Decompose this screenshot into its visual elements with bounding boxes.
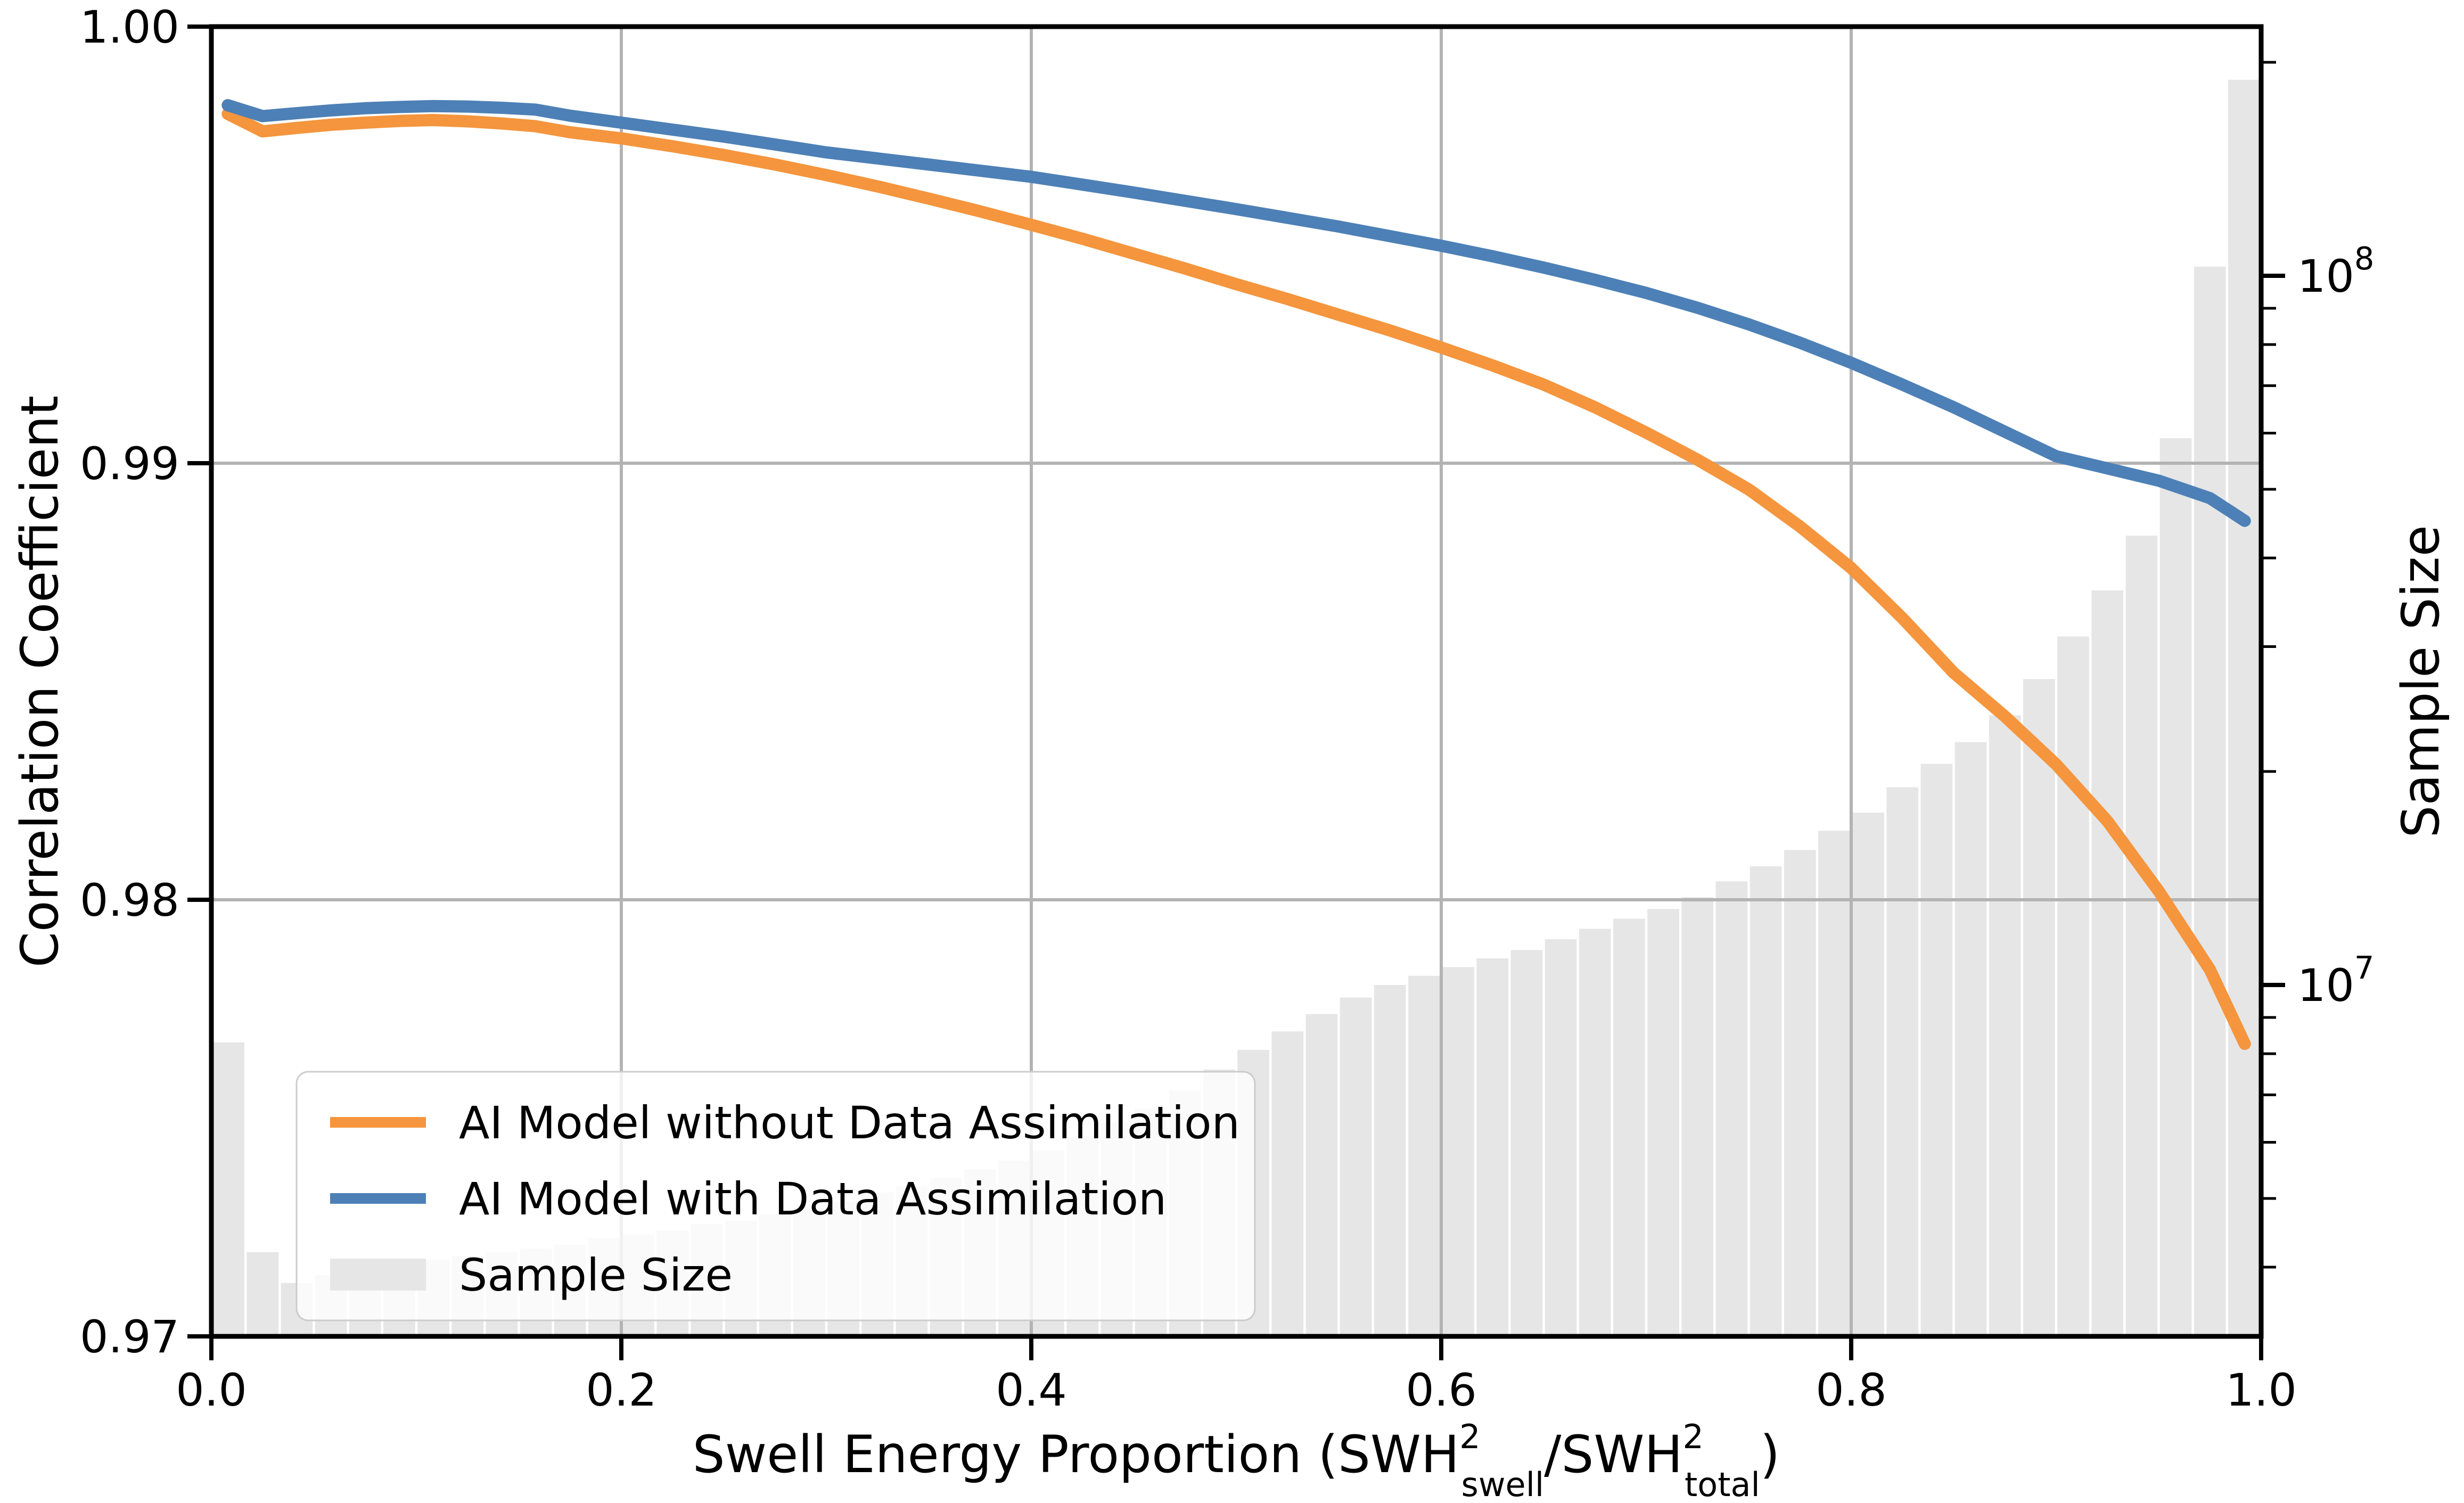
histogram-bar [1989,715,2021,1336]
legend-label: AI Model with Data Assimilation [459,1173,1167,1225]
histogram-bar [2194,266,2226,1336]
y-left-tick-label: 0.99 [80,438,179,490]
axis-titles-layer: Swell Energy Proportion (SWH2 swell/SWH2 t… [10,396,2451,1503]
axes-layer [187,24,2285,1360]
histogram-bar [1818,831,1850,1336]
legend-label: Sample Size [459,1249,733,1301]
y-right-tick-label: 107 [2297,949,2374,1012]
x-tick-label: 0.8 [1816,1364,1887,1416]
histogram-bar [1715,881,1748,1336]
histogram-bar [2125,536,2158,1337]
histogram-bar [1271,1031,1304,1336]
histogram-bar [2023,679,2055,1336]
x-tick-label: 0.2 [586,1364,657,1416]
histogram-bars-layer [212,79,2260,1337]
histogram-bar [2228,79,2260,1336]
histogram-bar [1920,763,1953,1336]
histogram-bar [1510,950,1543,1336]
legend-label: AI Model without Data Assimilation [459,1097,1240,1149]
legend-swatch-patch [330,1259,426,1291]
tick-labels-layer: 0.0 0.2 0.4 0.6 0.8 1.0 0.97 0.98 0.99 1.00 108 107 [80,1,2374,1416]
histogram-bar [1647,909,1679,1336]
y-left-tick-label: 1.00 [80,1,179,53]
series-line-without-da [221,108,2251,1050]
x-tick-label: 0.4 [996,1364,1067,1416]
histogram-bar [1305,1014,1338,1336]
histogram-bar [1374,985,1406,1336]
histogram-bar [1886,787,1919,1336]
histogram-bar [212,1042,244,1336]
histogram-bar [1545,939,1577,1336]
histogram-bar [1613,918,1645,1336]
plot-border [209,24,2264,1339]
y-right-tick-label: 108 [2297,240,2374,302]
series-line-with-da [221,99,2251,527]
histogram-bar [1579,929,1611,1336]
histogram-bar [1784,850,1816,1336]
y-axis-left-title: Correlation Coefficient [10,396,70,968]
histogram-bar [2159,438,2192,1337]
histogram-bar [247,1252,279,1336]
histogram-bar [1476,958,1509,1336]
y-left-tick-label: 0.98 [80,874,179,926]
histogram-bar [1681,897,1714,1336]
histogram-bar [2091,590,2124,1336]
histogram-bar [1750,866,1782,1336]
x-tick-label: 1.0 [2225,1364,2297,1416]
x-tick-label: 0.6 [1406,1364,1477,1416]
legend-box [295,1071,1256,1321]
y-left-tick-label: 0.97 [80,1311,179,1363]
legend: AI Model without Data Assimilation AI Mod… [295,1071,1256,1321]
histogram-bar [2057,636,2089,1336]
histogram-bar [1408,975,1440,1336]
histogram-bar [1442,967,1474,1336]
x-axis-title: Swell Energy Proportion (SWH2 swell/SWH2 t… [693,1417,1780,1501]
series-lines-layer [221,99,2251,1050]
y-axis-right-title: Sample Size [2391,525,2451,838]
histogram-bar [1954,742,1987,1336]
histogram-bar [1340,997,1372,1336]
x-tick-label: 0.0 [176,1364,247,1416]
histogram-bar [1852,812,1884,1336]
